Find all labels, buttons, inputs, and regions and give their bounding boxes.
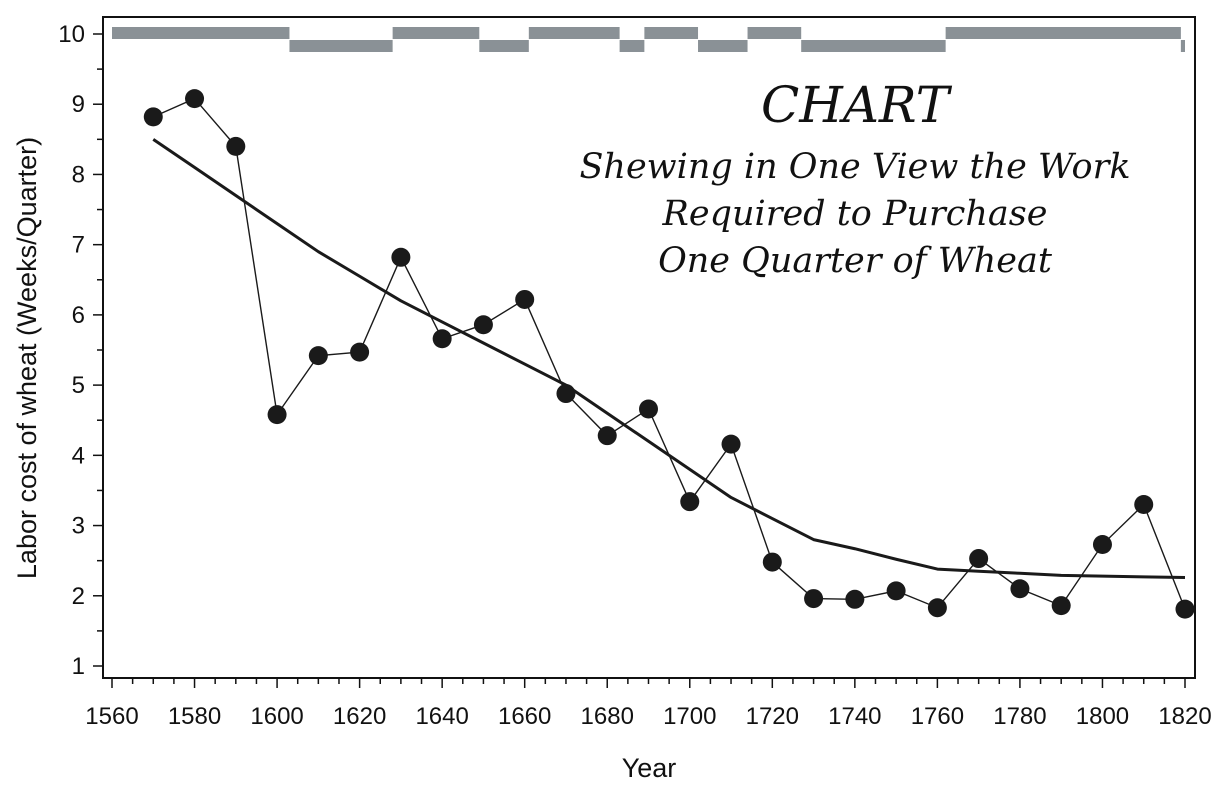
chart-title: CHART — [761, 76, 953, 134]
x-tick-label: 1600 — [250, 703, 303, 730]
data-point — [1134, 494, 1154, 514]
reign-band-10 — [801, 40, 946, 52]
x-tick-label: 1640 — [415, 703, 468, 730]
data-point — [350, 342, 370, 362]
reign-band-6 — [619, 40, 645, 52]
data-point — [143, 107, 163, 127]
data-point — [267, 405, 287, 425]
data-point — [927, 598, 947, 618]
data-point — [1051, 596, 1071, 616]
data-point — [680, 492, 700, 512]
reign-band-5 — [528, 27, 620, 39]
data-point — [639, 399, 658, 419]
data-point — [1010, 579, 1030, 599]
x-axis: 1560 1580 1600 1620 1640 1660 1680 1700 1720 1740… — [85, 678, 1212, 730]
reign-band-3 — [392, 27, 480, 39]
data-point — [762, 552, 782, 572]
x-tick-label: 1580 — [168, 703, 221, 730]
reign-band-12 — [1180, 40, 1185, 52]
data-point — [969, 549, 989, 569]
reign-bands — [112, 27, 1185, 52]
reign-band-1 — [112, 27, 290, 39]
x-tick-label: 1820 — [1158, 703, 1211, 730]
y-tick-label: 2 — [72, 583, 85, 610]
reign-band-11 — [945, 27, 1181, 39]
chart-subtitle-line-2: Required to Purchase — [662, 194, 1048, 234]
data-point — [556, 384, 576, 404]
chart-subtitle-line-3: One Quarter of Wheat — [658, 241, 1053, 281]
data-point — [515, 289, 535, 309]
y-tick-label: 6 — [72, 302, 85, 329]
y-tick-label: 10 — [58, 21, 85, 48]
reign-band-4 — [479, 40, 529, 52]
x-tick-label: 1620 — [333, 703, 386, 730]
y-tick-label: 7 — [72, 232, 85, 259]
data-point — [391, 247, 411, 267]
x-tick-label: 1740 — [828, 703, 881, 730]
reign-band-9 — [747, 27, 802, 39]
data-point — [185, 89, 205, 109]
data-point — [432, 329, 452, 349]
x-tick-label: 1760 — [911, 703, 964, 730]
data-point — [886, 581, 906, 601]
x-tick-label: 1680 — [581, 703, 634, 730]
y-tick-label: 3 — [72, 513, 85, 540]
reign-band-2 — [289, 40, 393, 52]
y-tick-label: 1 — [72, 653, 85, 680]
x-tick-label: 1720 — [746, 703, 799, 730]
y-axis: 1 2 3 4 5 6 7 8 9 10 — [58, 21, 103, 680]
data-point — [473, 315, 493, 335]
reign-band-7 — [644, 27, 699, 39]
x-axis-label: Year — [622, 753, 677, 783]
data-point — [804, 589, 824, 609]
x-tick-label: 1560 — [85, 703, 138, 730]
reign-band-8 — [698, 40, 748, 52]
x-tick-label: 1780 — [993, 703, 1046, 730]
y-tick-label: 8 — [72, 161, 85, 188]
data-point — [721, 434, 741, 454]
data-point — [845, 589, 865, 609]
x-tick-label: 1700 — [663, 703, 716, 730]
y-axis-label: Labor cost of wheat (Weeks/Quarter) — [12, 137, 42, 579]
x-tick-label: 1660 — [498, 703, 551, 730]
data-point — [597, 426, 617, 446]
chart-subtitle-line-1: Shewing in One View the Work — [579, 147, 1130, 187]
series — [143, 89, 1195, 619]
y-tick-label: 4 — [72, 442, 85, 469]
data-point — [226, 136, 246, 156]
x-tick-label: 1800 — [1076, 703, 1129, 730]
y-tick-label: 9 — [72, 91, 85, 118]
data-point — [1175, 599, 1195, 619]
y-tick-label: 5 — [72, 372, 85, 399]
data-point — [1092, 535, 1112, 555]
data-point — [308, 346, 328, 366]
